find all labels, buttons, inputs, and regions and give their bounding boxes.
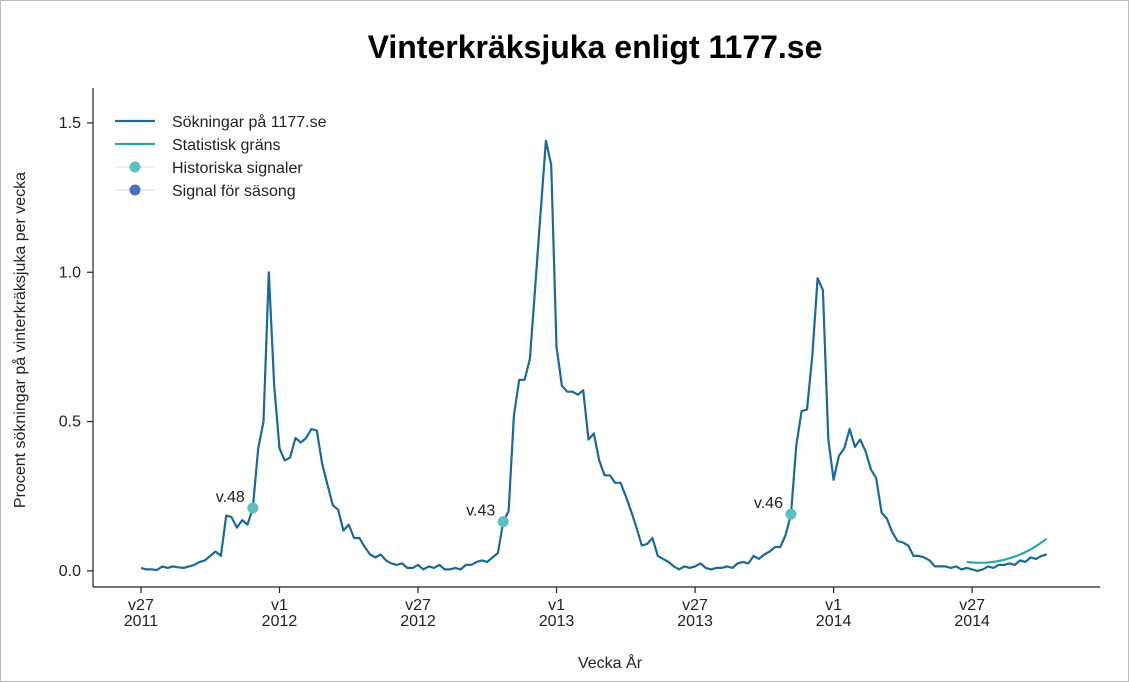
x-axis-label: Vecka År: [578, 653, 643, 672]
x-tick-label: v1: [271, 597, 288, 614]
x-tick-label: v1: [825, 597, 842, 614]
legend-label: Sökningar på 1177.se: [172, 113, 327, 131]
legend-label: Historiska signaler: [172, 160, 303, 177]
signal-label: v.43: [466, 503, 495, 520]
x-tick-label: 2011: [124, 613, 159, 630]
x-tick-label: v27: [128, 597, 154, 614]
signal-point: [497, 516, 509, 528]
x-tick-label: 2012: [262, 613, 298, 630]
legend-swatch: [129, 161, 141, 173]
y-tick-label: 0.5: [59, 414, 81, 431]
x-tick-label: 2013: [677, 613, 713, 630]
x-tick-label: v27: [405, 597, 431, 614]
x-tick-label: 2013: [539, 613, 575, 630]
chart-title: Vinterkräksjuka enligt 1177.se: [368, 29, 823, 65]
signal-point: [247, 502, 259, 514]
series-line: [140, 139, 1047, 572]
signal-label: v.46: [754, 495, 783, 512]
legend-label: Statistisk gräns: [172, 137, 280, 154]
x-tick-label: 2014: [954, 613, 990, 630]
y-tick-label: 1.5: [59, 115, 81, 132]
y-tick-label: 1.0: [59, 264, 81, 281]
x-tick-label: 2014: [816, 613, 852, 630]
legend-label: Signal för säsong: [172, 183, 296, 200]
x-tick-label: v27: [959, 597, 985, 614]
legend-swatch: [129, 184, 141, 196]
signal-point: [785, 508, 797, 520]
x-tick-label: 2012: [400, 613, 436, 630]
series-line: [966, 537, 1048, 564]
y-axis-label: Procent sökningar på vinterkräksjuka per…: [11, 172, 29, 508]
signal-label: v.48: [216, 489, 245, 506]
x-tick-label: v1: [548, 597, 565, 614]
y-tick-label: 0.0: [59, 563, 81, 580]
x-tick-label: v27: [682, 597, 708, 614]
